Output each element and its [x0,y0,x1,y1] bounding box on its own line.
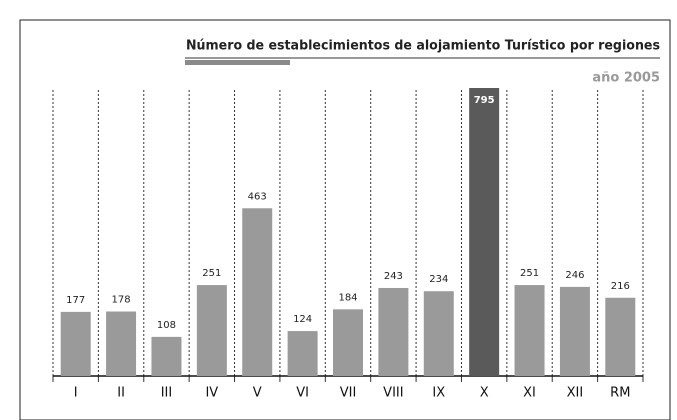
chart-title: Número de establecimientos de alojamient… [186,39,660,54]
value-label: 216 [611,281,630,292]
x-tick-label: IV [205,386,218,401]
x-tick-label: XI [523,386,536,401]
value-label: 251 [520,268,539,279]
bar [151,336,182,376]
value-label: 243 [384,271,403,282]
value-label: 177 [66,295,85,306]
bar [559,286,590,376]
frame [19,19,671,420]
value-label: 178 [112,295,131,306]
bar [378,287,409,376]
x-tick-label: VII [340,386,357,401]
title-accent [185,60,290,65]
x-tick-label: III [161,386,173,401]
bar [605,297,636,376]
x-tick-label: VIII [383,386,403,401]
x-tick-label: X [480,386,489,401]
bar [196,285,227,376]
x-tick-label: RM [610,386,630,401]
bar [242,208,273,376]
value-label: 108 [157,320,176,331]
x-tick-label: V [253,386,262,401]
x-tick-label: VI [296,386,309,401]
value-label: 184 [338,292,357,303]
x-tick-label: II [117,386,125,401]
value-label: 795 [474,95,495,106]
x-tick-label: IX [432,386,445,401]
value-label: 234 [429,274,448,285]
value-label: 246 [565,270,584,281]
bar [106,311,137,376]
x-tick-label: XII [567,386,584,401]
bar [514,285,545,376]
value-label: 251 [202,268,221,279]
bar [287,331,318,376]
value-label: 124 [293,314,312,325]
x-tick-label: I [74,386,78,401]
bar [423,291,454,376]
chart-subtitle: año 2005 [592,71,660,86]
value-label: 463 [248,191,267,202]
bar [333,309,363,376]
bar [60,311,91,376]
bar [469,88,500,376]
